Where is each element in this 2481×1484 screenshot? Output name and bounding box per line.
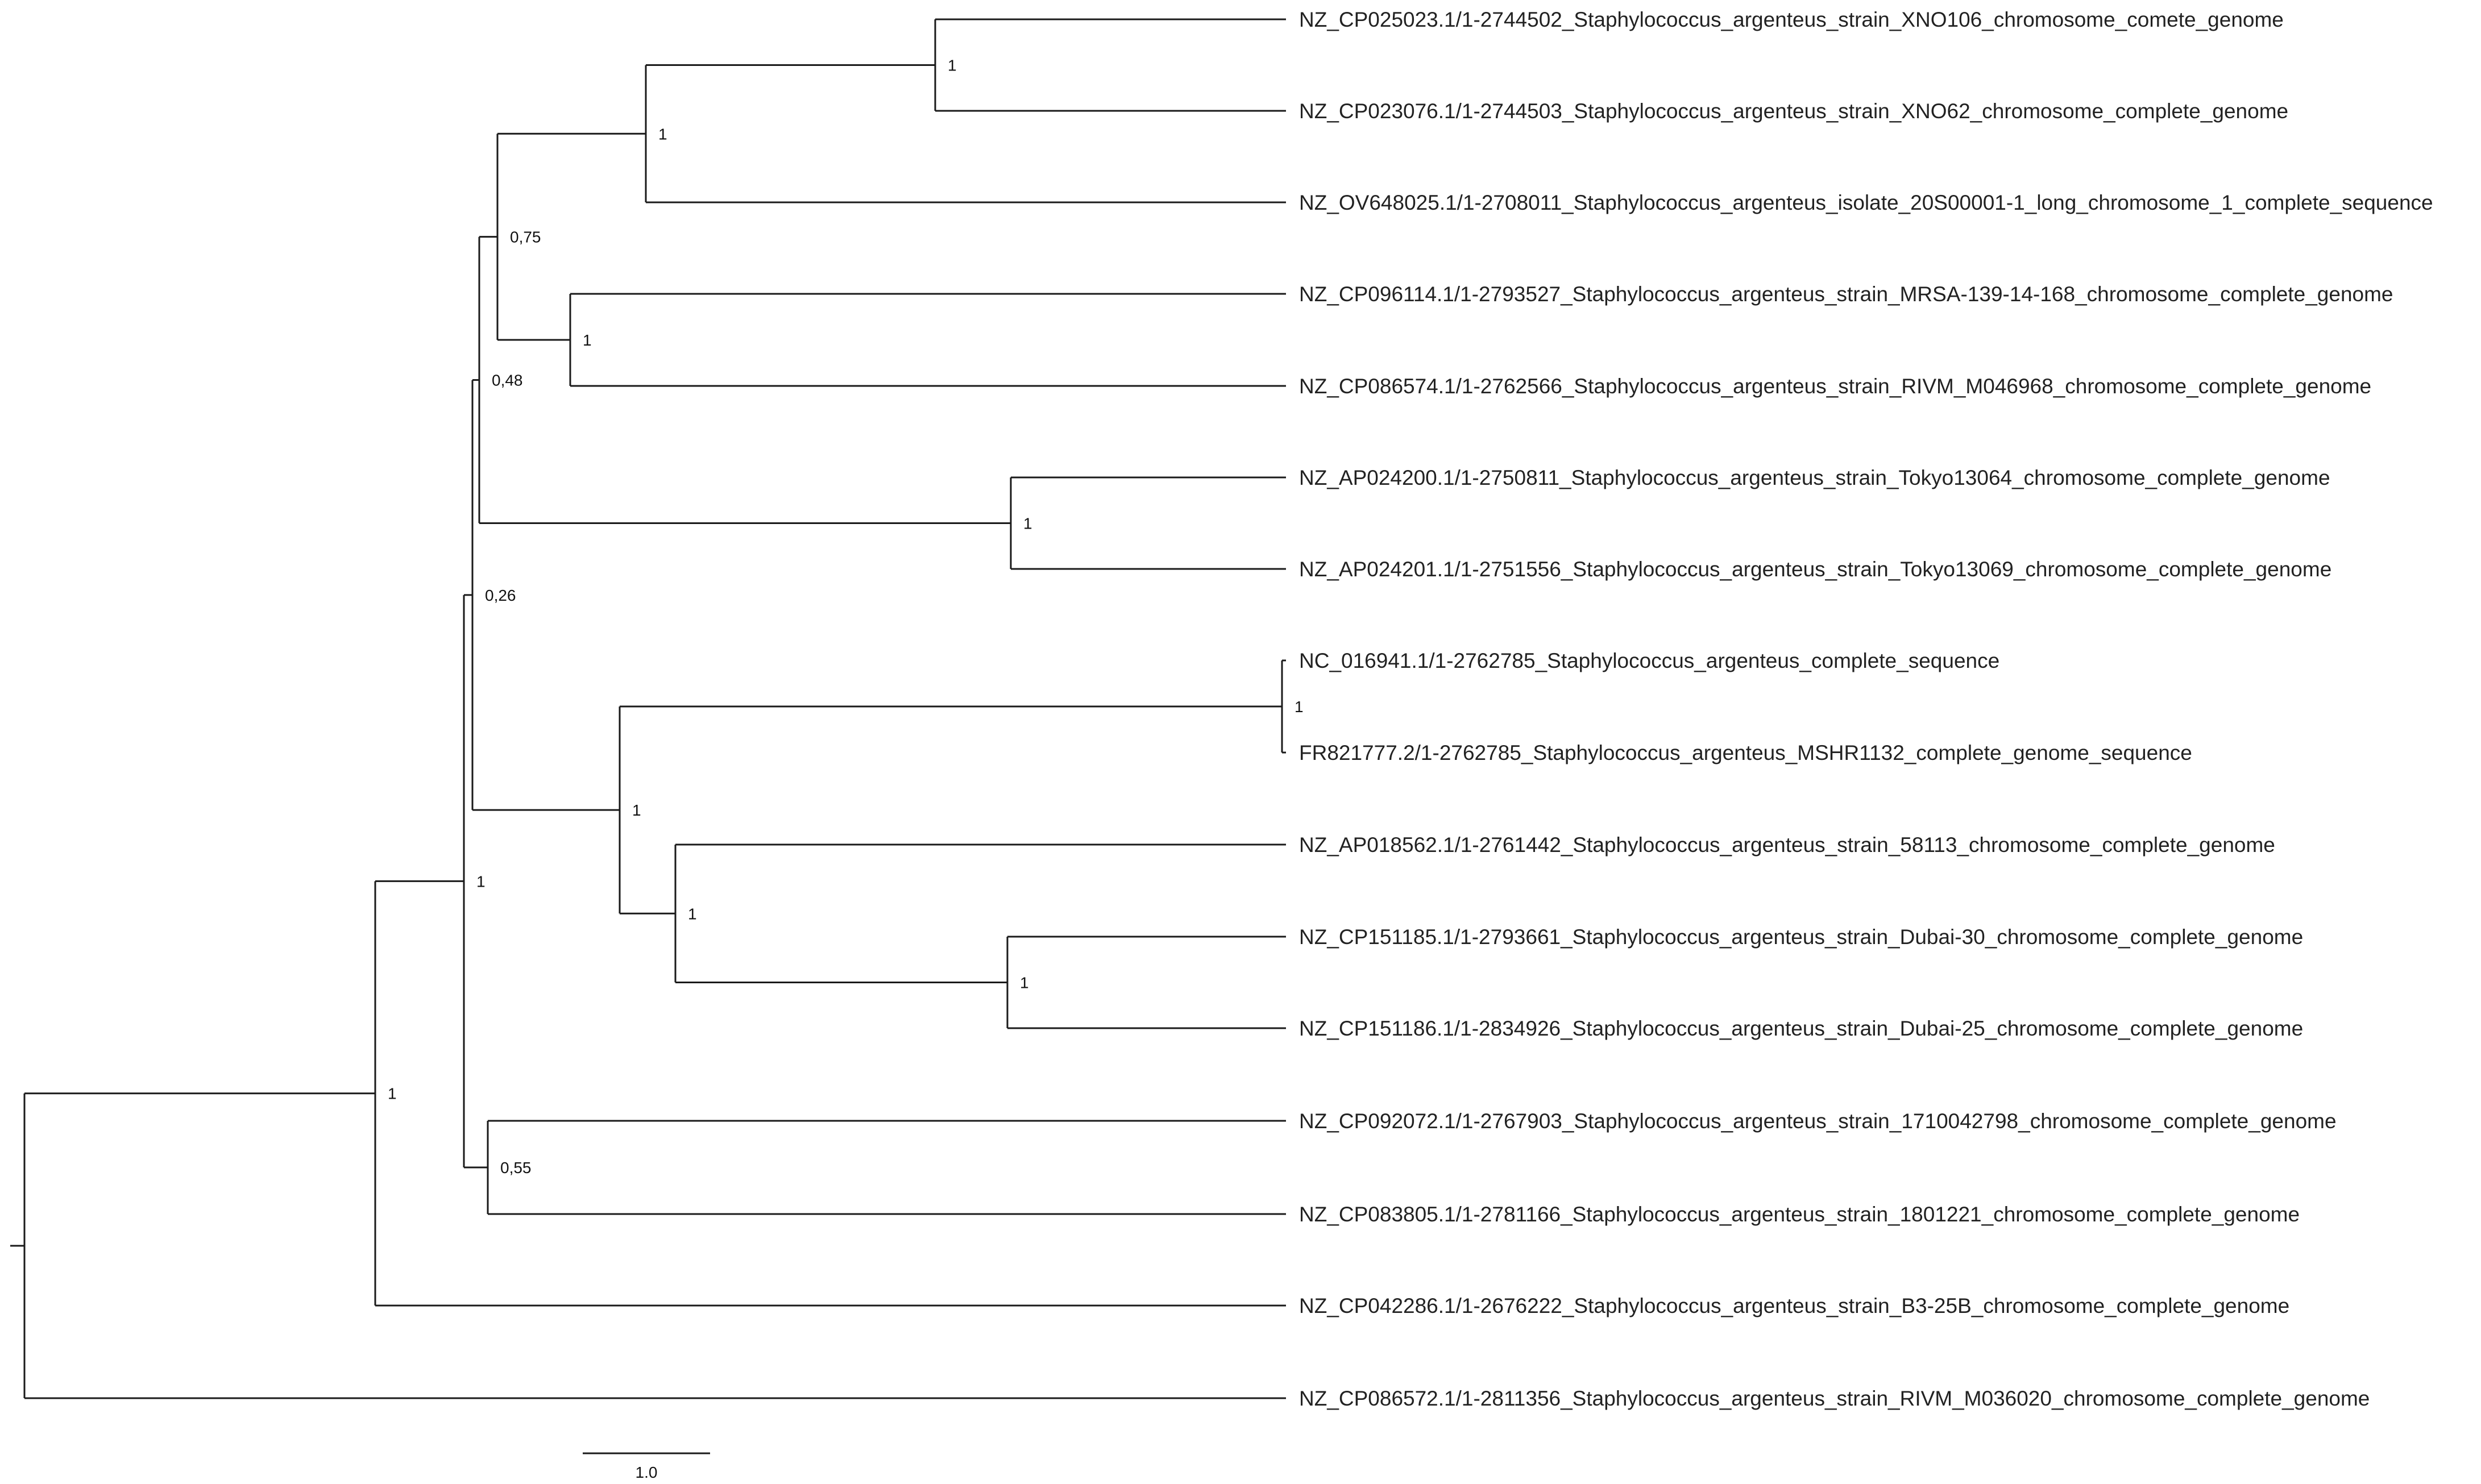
tip-label-t4: NZ_CP096114.1/1-2793527_Staphylococcus_a… xyxy=(1299,282,2393,306)
support-value-n_t13_t14: 0,55 xyxy=(500,1159,532,1177)
tip-label-t6: NZ_AP024200.1/1-2750811_Staphylococcus_a… xyxy=(1299,466,2330,489)
support-values: 1 1 1 0,75 1 0,48 1 1 1 1 0,26 0,55 1 1 xyxy=(388,57,1304,1177)
tip-label-t14: NZ_CP083805.1/1-2781166_Staphylococcus_a… xyxy=(1299,1203,2300,1226)
tip-label-t9: FR821777.2/1-2762785_Staphylococcus_arge… xyxy=(1299,741,2192,764)
tip-label-t5: NZ_CP086574.1/1-2762566_Staphylococcus_a… xyxy=(1299,375,2371,398)
tip-label-t8: NC_016941.1/1-2762785_Staphylococcus_arg… xyxy=(1299,649,1999,672)
scale-bar-label: 1.0 xyxy=(636,1464,658,1481)
support-value-n_t11_t12: 1 xyxy=(1020,974,1029,992)
support-value-n_t8to12: 1 xyxy=(632,801,641,819)
scale-bar: 1.0 xyxy=(583,1452,710,1481)
tip-label-t2: NZ_CP023076.1/1-2744503_Staphylococcus_a… xyxy=(1299,99,2288,123)
tip-label-t7: NZ_AP024201.1/1-2751556_Staphylococcus_a… xyxy=(1299,558,2331,581)
tip-labels: NZ_CP025023.1/1-2744502_Staphylococcus_a… xyxy=(1299,8,2433,1410)
support-value-n_t6_t7: 1 xyxy=(1023,515,1032,533)
tree-branches xyxy=(10,18,1286,1399)
support-value-n_t8_t9: 1 xyxy=(1295,698,1304,716)
support-value-n_t1to5: 0,75 xyxy=(510,228,541,246)
support-value-n_t1to15: 1 xyxy=(388,1085,397,1103)
support-value-n_t1to7: 0,48 xyxy=(492,372,523,389)
support-value-n_t4_t5: 1 xyxy=(583,331,592,349)
tip-label-t10: NZ_AP018562.1/1-2761442_Staphylococcus_a… xyxy=(1299,833,2275,857)
support-value-n_t1to14: 1 xyxy=(476,872,486,890)
tip-label-t3: NZ_OV648025.1/1-2708011_Staphylococcus_a… xyxy=(1299,191,2433,214)
tip-label-t11: NZ_CP151185.1/1-2793661_Staphylococcus_a… xyxy=(1299,925,2303,949)
support-value-n_t123: 1 xyxy=(658,125,667,143)
support-value-n_t1_t2: 1 xyxy=(948,57,957,74)
tip-label-t16: NZ_CP086572.1/1-2811356_Staphylococcus_a… xyxy=(1299,1387,2370,1410)
support-value-n_t10to12: 1 xyxy=(688,905,697,922)
tip-label-t1: NZ_CP025023.1/1-2744502_Staphylococcus_a… xyxy=(1299,8,2284,31)
tip-label-t13: NZ_CP092072.1/1-2767903_Staphylococcus_a… xyxy=(1299,1109,2337,1133)
tip-label-t15: NZ_CP042286.1/1-2676222_Staphylococcus_a… xyxy=(1299,1294,2289,1317)
tip-label-t12: NZ_CP151186.1/1-2834926_Staphylococcus_a… xyxy=(1299,1017,2303,1040)
support-value-n_t1to12: 0,26 xyxy=(485,587,516,604)
